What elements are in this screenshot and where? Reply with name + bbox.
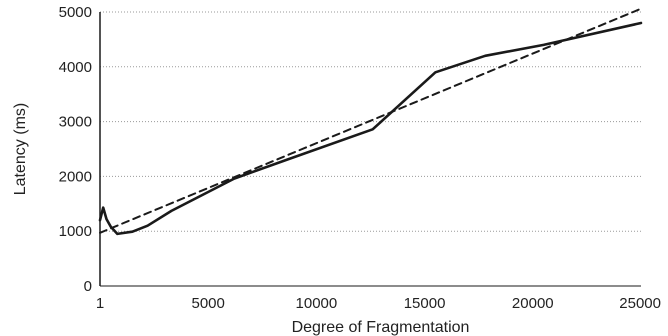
y-axis: 0 1000 2000 3000 4000 5000 — [59, 4, 101, 295]
y-axis-title: Latency (ms) — [12, 103, 29, 195]
latency-series-line — [98, 21, 643, 236]
y-tick-label: 2000 — [59, 168, 92, 185]
x-tick-label: 1 — [96, 295, 104, 312]
x-tick-label: 15000 — [404, 295, 446, 312]
y-tick-label: 0 — [84, 278, 92, 295]
y-tick-label: 4000 — [59, 59, 92, 76]
series-group — [98, 7, 643, 236]
x-tick-label: 10000 — [296, 295, 338, 312]
x-tick-label: 5000 — [191, 295, 224, 312]
y-tick-label: 3000 — [59, 114, 92, 131]
x-axis: 1 5000 10000 15000 20000 25000 — [96, 285, 661, 312]
y-tick-label: 5000 — [59, 4, 92, 21]
x-tick-label: 25000 — [619, 295, 661, 312]
x-axis-title: Degree of Fragmentation — [292, 319, 470, 336]
y-tick-label: 1000 — [59, 223, 92, 240]
x-tick-label: 20000 — [512, 295, 554, 312]
trend-line — [99, 7, 642, 234]
